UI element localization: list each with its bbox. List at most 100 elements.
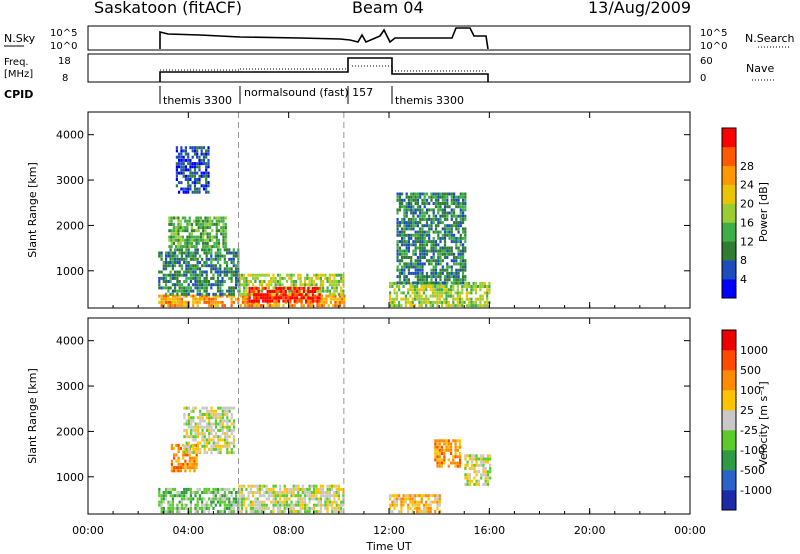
power-cell bbox=[488, 281, 491, 285]
velocity-cell bbox=[219, 451, 222, 455]
power-cell bbox=[421, 211, 424, 215]
power-cell bbox=[405, 281, 408, 285]
velocity-cell bbox=[186, 450, 189, 454]
power-cell bbox=[205, 254, 208, 258]
power-cell bbox=[193, 245, 196, 249]
velocity-cell bbox=[427, 503, 430, 507]
power-cell bbox=[253, 290, 256, 293]
power-cell bbox=[237, 297, 240, 301]
power-cell bbox=[459, 221, 462, 225]
power-cell bbox=[425, 240, 429, 244]
velocity-cell bbox=[238, 503, 241, 507]
power-cell bbox=[333, 276, 336, 280]
power-cell bbox=[253, 296, 256, 300]
power-cell bbox=[175, 168, 178, 172]
velocity-cell bbox=[228, 510, 231, 514]
power-cell bbox=[472, 304, 475, 308]
power-cell bbox=[319, 276, 322, 280]
power-cell bbox=[280, 296, 283, 300]
power-cell bbox=[267, 280, 270, 283]
power-cell bbox=[295, 296, 299, 300]
velocity-cell bbox=[189, 494, 192, 498]
velocity-cell bbox=[179, 469, 182, 473]
velocity-cell bbox=[185, 435, 188, 439]
power-cell bbox=[323, 300, 326, 304]
power-cell bbox=[189, 158, 192, 162]
power-cell bbox=[293, 293, 296, 297]
power-cell bbox=[158, 286, 161, 290]
power-cell bbox=[179, 222, 182, 226]
power-cell bbox=[333, 273, 336, 277]
power-cell bbox=[474, 285, 477, 288]
power-cell bbox=[252, 273, 255, 277]
power-cell bbox=[443, 233, 447, 237]
power-cell bbox=[197, 216, 200, 220]
power-cell bbox=[174, 270, 177, 274]
power-cell bbox=[422, 291, 426, 295]
power-cell bbox=[465, 288, 468, 292]
power-cell bbox=[266, 299, 269, 303]
velocity-cell bbox=[245, 506, 248, 510]
power-cell bbox=[398, 285, 401, 288]
power-cell bbox=[443, 249, 447, 253]
power-cell bbox=[472, 288, 475, 292]
power-cell bbox=[162, 280, 165, 283]
power-cell bbox=[197, 219, 200, 223]
velocity-cell bbox=[337, 491, 340, 494]
velocity-cell bbox=[454, 461, 457, 465]
power-cell bbox=[437, 205, 440, 209]
power-cell bbox=[273, 300, 276, 304]
power-cell bbox=[437, 259, 440, 263]
power-cell bbox=[185, 248, 188, 252]
power-cell bbox=[419, 221, 422, 225]
power-cell bbox=[250, 286, 253, 290]
power-cell bbox=[396, 281, 399, 285]
power-cell bbox=[205, 273, 208, 277]
power-cell bbox=[434, 249, 438, 253]
power-cell bbox=[423, 262, 426, 266]
velocity-cell bbox=[407, 506, 410, 510]
velocity-cell bbox=[208, 425, 211, 429]
power-cell bbox=[171, 257, 174, 261]
power-cell bbox=[401, 268, 404, 272]
power-cell bbox=[337, 273, 340, 277]
power-cell bbox=[205, 264, 208, 268]
power-cell bbox=[301, 283, 304, 287]
power-cell bbox=[175, 238, 178, 242]
power-cell bbox=[324, 276, 327, 280]
power-cell bbox=[389, 300, 392, 304]
power-cell bbox=[193, 229, 196, 233]
power-cell bbox=[427, 297, 430, 301]
velocity-cell bbox=[190, 419, 193, 423]
power-cell bbox=[430, 268, 433, 272]
velocity-cell bbox=[283, 491, 286, 494]
power-cell bbox=[414, 249, 417, 253]
velocity-cell bbox=[228, 441, 231, 445]
velocity-cell bbox=[299, 494, 302, 498]
velocity-cell bbox=[185, 419, 188, 423]
power-cell bbox=[226, 261, 229, 264]
power-cell bbox=[194, 294, 197, 298]
power-cell bbox=[455, 256, 458, 259]
power-cell bbox=[403, 252, 406, 256]
power-cell bbox=[391, 281, 394, 285]
power-cell bbox=[437, 243, 440, 247]
power-cell bbox=[204, 219, 207, 223]
power-cell bbox=[462, 214, 465, 218]
velocity-cell bbox=[464, 457, 467, 461]
power-cell bbox=[455, 214, 458, 218]
power-cell bbox=[217, 222, 221, 226]
power-cell bbox=[216, 294, 220, 298]
velocity-cell bbox=[195, 459, 198, 463]
power-cell bbox=[247, 280, 250, 283]
power-cell bbox=[197, 241, 200, 245]
velocity-cell bbox=[294, 500, 298, 504]
velocity-cell bbox=[391, 494, 394, 498]
velocity-cell bbox=[438, 510, 441, 514]
power-cell bbox=[398, 281, 401, 285]
power-cell bbox=[207, 152, 210, 156]
power-cell bbox=[171, 297, 174, 301]
power-cell bbox=[455, 224, 458, 228]
power-cell bbox=[432, 211, 435, 215]
velocity-cell bbox=[313, 497, 316, 501]
